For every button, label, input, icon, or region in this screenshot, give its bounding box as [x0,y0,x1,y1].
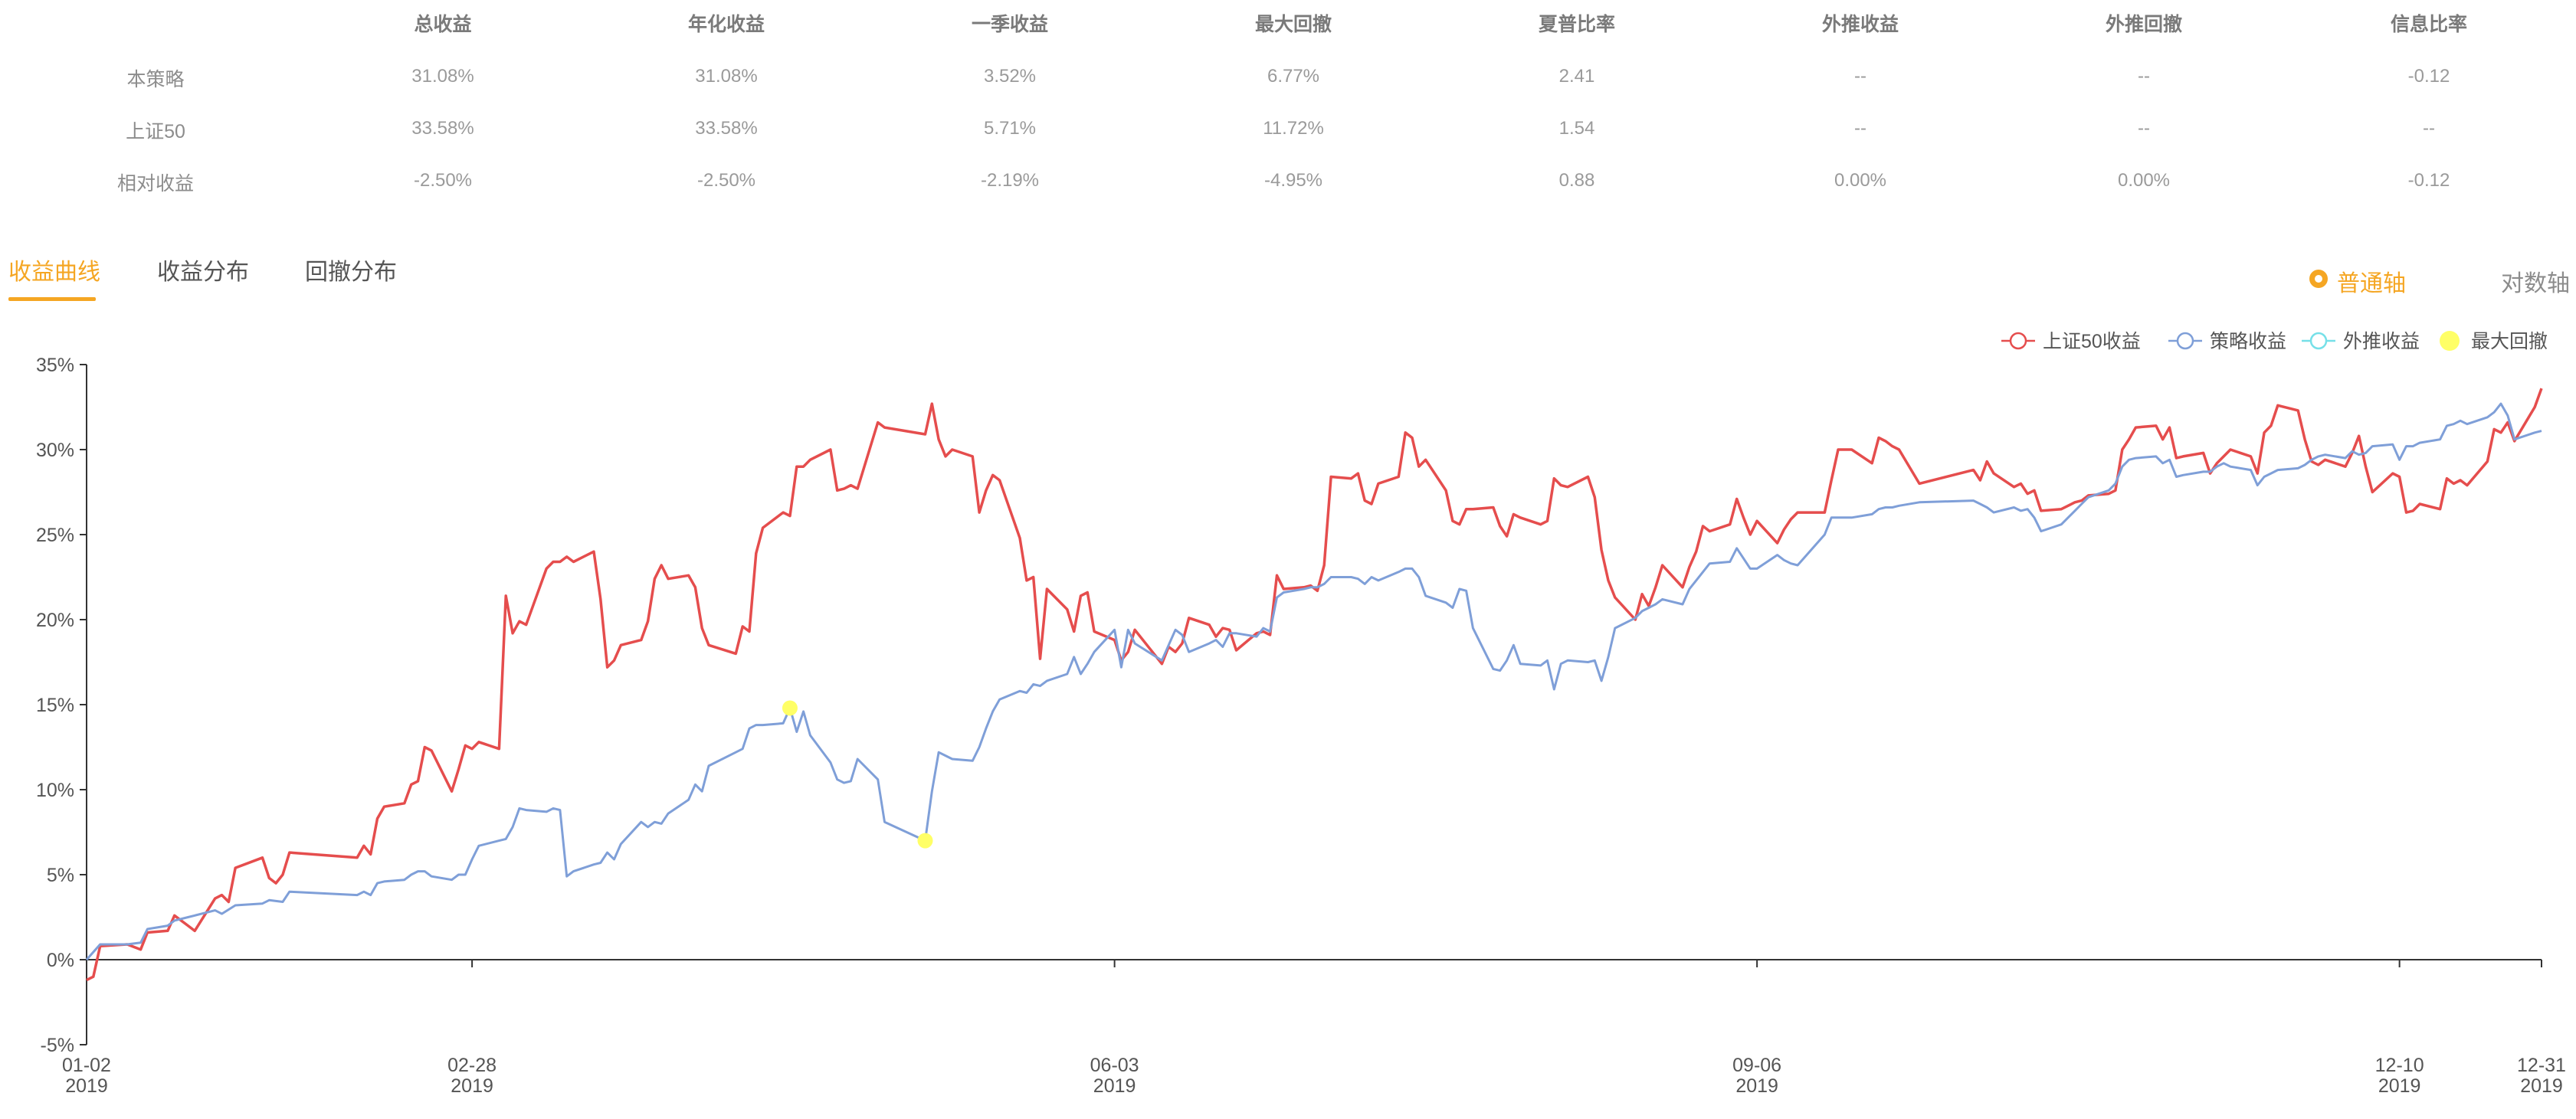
legend-label: 策略收益 [2210,331,2286,352]
summary-cell: 0.88 [1558,170,1595,191]
summary-cell: 2.41 [1558,66,1595,87]
summary-cell: 0.00% [2117,170,2171,191]
summary-cell: -2.50% [696,170,756,191]
y-tick-label: 10% [36,780,74,801]
y-tick-label: 20% [36,610,74,631]
summary-header-quarter-return: 一季收益 [971,14,1049,35]
summary-header-total-return: 总收益 [414,14,472,35]
summary-cell: -- [2138,66,2150,87]
summary-cell: -- [1854,118,1866,139]
legend-dot-icon [2440,331,2460,351]
summary-cell: -- [2423,118,2435,139]
summary-row-label: 本策略 [126,69,185,90]
y-tick-label: 15% [36,695,74,716]
max-drawdown-point [917,833,933,849]
max-drawdown-point [782,700,798,716]
legend-label: 最大回撤 [2471,331,2548,352]
y-tick-label: 5% [47,865,74,886]
summary-cell: 31.08% [411,66,474,87]
log-axis-option[interactable]: 对数轴 [2501,271,2570,296]
summary-cell: 0.00% [1834,170,1887,191]
x-tick-label: 09-06 [1732,1055,1781,1076]
x-tick-year: 2019 [2520,1075,2563,1097]
x-tick-label: 12-10 [2375,1055,2424,1076]
summary-header-information-ratio: 信息比率 [2390,14,2468,35]
legend-label: 外推收益 [2343,331,2420,352]
summary-cell: 33.58% [411,118,474,139]
summary-cell: 6.77% [1267,66,1320,87]
legend-label: 上证50收益 [2043,331,2141,352]
x-tick-year: 2019 [451,1075,493,1097]
active-tab-indicator [8,297,96,301]
x-tick-label: 12-31 [2517,1055,2566,1076]
summary-cell: 3.52% [983,66,1037,87]
summary-cell: 5.71% [983,118,1037,139]
y-tick-label: 35% [36,355,74,376]
legend-ring-icon [2176,332,2194,350]
normal-axis-option[interactable]: 普通轴 [2337,271,2406,296]
x-tick-year: 2019 [1093,1075,1136,1097]
x-tick-year: 2019 [1735,1075,1778,1097]
summary-cell: 33.58% [695,118,758,139]
summary-header-extrapolated-drawdown: 外推回撤 [2105,14,2183,35]
summary-cell: 1.54 [1558,118,1595,139]
x-tick-label: 02-28 [447,1055,497,1076]
strategy-series-line [85,402,2542,960]
legend-ring-icon [2009,332,2027,350]
x-tick-year: 2019 [65,1075,108,1097]
x-tick-label: 01-02 [62,1055,111,1076]
y-tick-label: 30% [36,440,74,461]
y-tick-label: 0% [47,950,74,971]
tab-return-distribution[interactable]: 收益分布 [157,260,249,285]
summary-row-label: 相对收益 [116,173,195,195]
summary-cell: 31.08% [695,66,758,87]
summary-cell: -0.12 [2407,66,2450,87]
radio-selected-icon[interactable] [2309,270,2328,288]
summary-cell: -2.50% [413,170,473,191]
tab-drawdown-distribution[interactable]: 回撤分布 [305,260,397,285]
summary-cell: 11.72% [1263,118,1324,139]
summary-header-max-drawdown: 最大回撤 [1254,14,1332,35]
x-tick-year: 2019 [2378,1075,2421,1097]
summary-cell: -- [2138,118,2150,139]
x-tick-label: 06-03 [1090,1055,1139,1076]
summary-header-annual-return: 年化收益 [687,14,765,35]
summary-cell: -0.12 [2407,170,2450,191]
legend-ring-icon [2309,332,2328,350]
summary-header-sharpe: 夏普比率 [1538,14,1616,35]
tab-return-curve[interactable]: 收益曲线 [8,260,100,285]
y-tick-label: -5% [41,1035,74,1056]
summary-cell: -4.95% [1263,170,1323,191]
summary-row-label: 上证50 [126,121,185,142]
summary-cell: -2.19% [980,170,1040,191]
summary-header-extrapolated-return: 外推收益 [1821,14,1899,35]
y-tick-label: 25% [36,525,74,546]
summary-cell: -- [1854,66,1866,87]
benchmark-series-line [86,388,2543,982]
